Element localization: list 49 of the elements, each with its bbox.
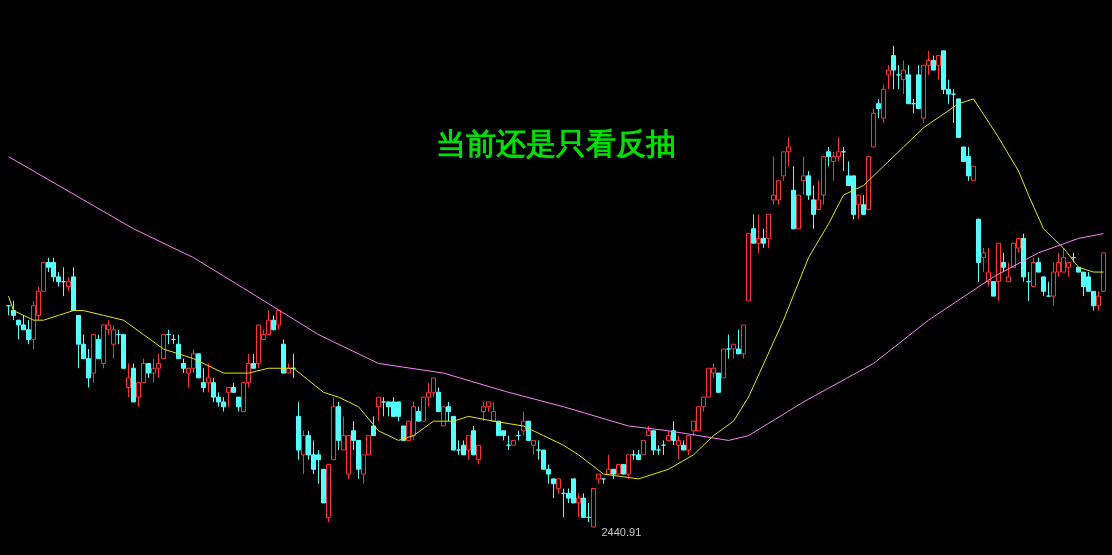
candlestick bbox=[446, 401, 451, 422]
candlestick bbox=[686, 435, 691, 456]
candlestick bbox=[201, 367, 206, 393]
candlestick bbox=[1096, 290, 1101, 312]
annotation: 2440.91 bbox=[601, 526, 642, 538]
candlestick bbox=[811, 184, 816, 230]
candlestick bbox=[936, 55, 941, 81]
candlestick bbox=[751, 213, 756, 244]
candlestick bbox=[981, 247, 986, 273]
candlestick bbox=[301, 430, 306, 475]
candlestick bbox=[891, 45, 896, 90]
candlestick bbox=[986, 247, 991, 287]
candlestick bbox=[226, 387, 231, 408]
candlestick bbox=[886, 64, 891, 90]
candlestick bbox=[861, 194, 866, 215]
candlestick bbox=[126, 362, 131, 398]
candlestick bbox=[376, 396, 381, 422]
text: 当前还是只看反抽 bbox=[436, 127, 676, 160]
candlestick bbox=[761, 228, 766, 249]
candlestick bbox=[756, 213, 761, 254]
candlestick bbox=[11, 300, 16, 321]
candlestick bbox=[526, 420, 531, 441]
candlestick bbox=[716, 372, 721, 393]
candlestick bbox=[736, 329, 741, 355]
candlestick bbox=[441, 406, 446, 427]
candlestick bbox=[816, 180, 821, 211]
candlestick bbox=[96, 334, 101, 360]
candlestick bbox=[371, 415, 376, 437]
candlestick bbox=[476, 444, 481, 465]
candlestick bbox=[436, 387, 441, 413]
candlestick bbox=[576, 492, 581, 518]
candlestick bbox=[676, 435, 681, 461]
candlestick bbox=[1046, 281, 1051, 297]
candlestick bbox=[206, 362, 211, 393]
candlestick bbox=[671, 420, 676, 446]
candlestick bbox=[551, 478, 556, 499]
candlestick bbox=[466, 435, 471, 461]
candlestick bbox=[876, 98, 881, 119]
candlestick bbox=[626, 454, 631, 480]
candlestick bbox=[806, 170, 811, 201]
candlestick bbox=[1006, 261, 1011, 283]
candlestick bbox=[1041, 276, 1046, 297]
candlestick bbox=[901, 59, 906, 95]
candlestick bbox=[826, 146, 831, 167]
candlestick bbox=[801, 156, 806, 196]
candlestick bbox=[856, 194, 861, 220]
candlestick bbox=[726, 334, 731, 360]
candlestick bbox=[896, 64, 901, 90]
candlestick bbox=[1001, 252, 1006, 273]
